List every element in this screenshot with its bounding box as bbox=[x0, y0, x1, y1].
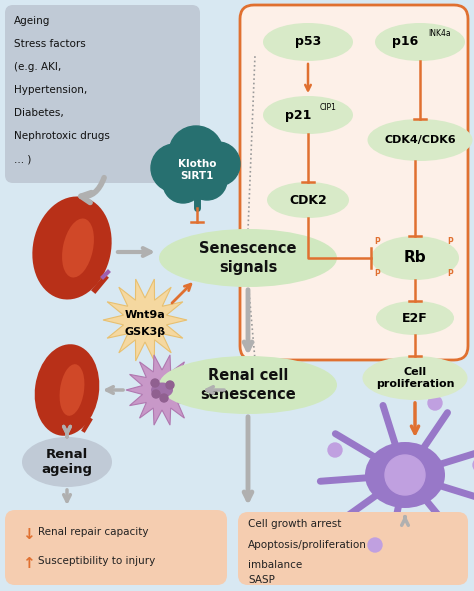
Text: CDK2: CDK2 bbox=[289, 193, 327, 206]
Text: Hypertension,: Hypertension, bbox=[14, 85, 87, 95]
Text: Wnt9a: Wnt9a bbox=[125, 310, 165, 320]
Ellipse shape bbox=[375, 23, 465, 61]
Text: GSK3β: GSK3β bbox=[125, 327, 165, 337]
Ellipse shape bbox=[159, 356, 337, 414]
Text: p21: p21 bbox=[285, 109, 311, 122]
FancyBboxPatch shape bbox=[238, 512, 468, 585]
FancyBboxPatch shape bbox=[5, 510, 227, 585]
Circle shape bbox=[428, 396, 442, 410]
Text: Senescence
signals: Senescence signals bbox=[199, 241, 297, 275]
Text: P: P bbox=[447, 238, 453, 246]
Ellipse shape bbox=[376, 301, 454, 335]
Text: INK4a: INK4a bbox=[428, 28, 451, 37]
Text: SASP: SASP bbox=[248, 575, 275, 585]
FancyBboxPatch shape bbox=[5, 5, 200, 183]
Text: CDK4/CDK6: CDK4/CDK6 bbox=[384, 135, 456, 145]
Text: Stress factors: Stress factors bbox=[14, 39, 86, 49]
Ellipse shape bbox=[263, 96, 353, 134]
Text: Renal
ageing: Renal ageing bbox=[42, 447, 92, 476]
Circle shape bbox=[385, 455, 425, 495]
Text: Rb: Rb bbox=[404, 251, 426, 265]
Ellipse shape bbox=[263, 23, 353, 61]
Text: (e.g. AKI,: (e.g. AKI, bbox=[14, 62, 61, 72]
Text: Renal repair capacity: Renal repair capacity bbox=[38, 527, 148, 537]
Text: p53: p53 bbox=[295, 35, 321, 48]
Text: ↓: ↓ bbox=[22, 527, 35, 542]
Circle shape bbox=[328, 443, 342, 457]
Ellipse shape bbox=[151, 382, 173, 398]
Text: Susceptibility to injury: Susceptibility to injury bbox=[38, 556, 155, 566]
Polygon shape bbox=[103, 279, 187, 361]
Text: P: P bbox=[374, 238, 380, 246]
Text: Cell
proliferation: Cell proliferation bbox=[376, 367, 454, 389]
Text: CIP1: CIP1 bbox=[320, 102, 337, 112]
Ellipse shape bbox=[32, 196, 112, 300]
Text: Ageing: Ageing bbox=[14, 16, 50, 26]
Text: Cell growth arrest: Cell growth arrest bbox=[248, 519, 341, 529]
Text: P: P bbox=[374, 269, 380, 278]
Circle shape bbox=[196, 142, 240, 186]
Ellipse shape bbox=[365, 442, 445, 508]
Ellipse shape bbox=[371, 236, 459, 280]
Text: Diabetes,: Diabetes, bbox=[14, 108, 64, 118]
FancyBboxPatch shape bbox=[240, 5, 468, 360]
Text: Apoptosis/proliferation: Apoptosis/proliferation bbox=[248, 540, 367, 550]
Ellipse shape bbox=[267, 182, 349, 218]
Ellipse shape bbox=[60, 364, 84, 416]
Circle shape bbox=[152, 390, 160, 398]
Ellipse shape bbox=[363, 356, 467, 400]
Text: Nephrotoxic drugs: Nephrotoxic drugs bbox=[14, 131, 110, 141]
Text: ↑: ↑ bbox=[22, 556, 35, 571]
Text: imbalance: imbalance bbox=[248, 560, 302, 570]
Text: Klotho
SIRT1: Klotho SIRT1 bbox=[178, 159, 216, 181]
Circle shape bbox=[187, 160, 227, 200]
Circle shape bbox=[160, 394, 168, 402]
Circle shape bbox=[473, 458, 474, 472]
Circle shape bbox=[169, 126, 223, 180]
Ellipse shape bbox=[62, 219, 94, 278]
Circle shape bbox=[151, 379, 159, 387]
Circle shape bbox=[163, 163, 203, 203]
Text: P: P bbox=[447, 269, 453, 278]
Text: ... ): ... ) bbox=[14, 154, 31, 164]
Polygon shape bbox=[126, 355, 198, 425]
Circle shape bbox=[166, 381, 174, 389]
Text: E2F: E2F bbox=[402, 311, 428, 324]
Text: Renal cell
senescence: Renal cell senescence bbox=[200, 368, 296, 402]
Ellipse shape bbox=[35, 344, 100, 436]
Circle shape bbox=[151, 144, 199, 192]
Text: p16: p16 bbox=[392, 35, 418, 48]
Ellipse shape bbox=[367, 119, 473, 161]
Ellipse shape bbox=[22, 437, 112, 487]
Ellipse shape bbox=[159, 229, 337, 287]
Circle shape bbox=[368, 538, 382, 552]
